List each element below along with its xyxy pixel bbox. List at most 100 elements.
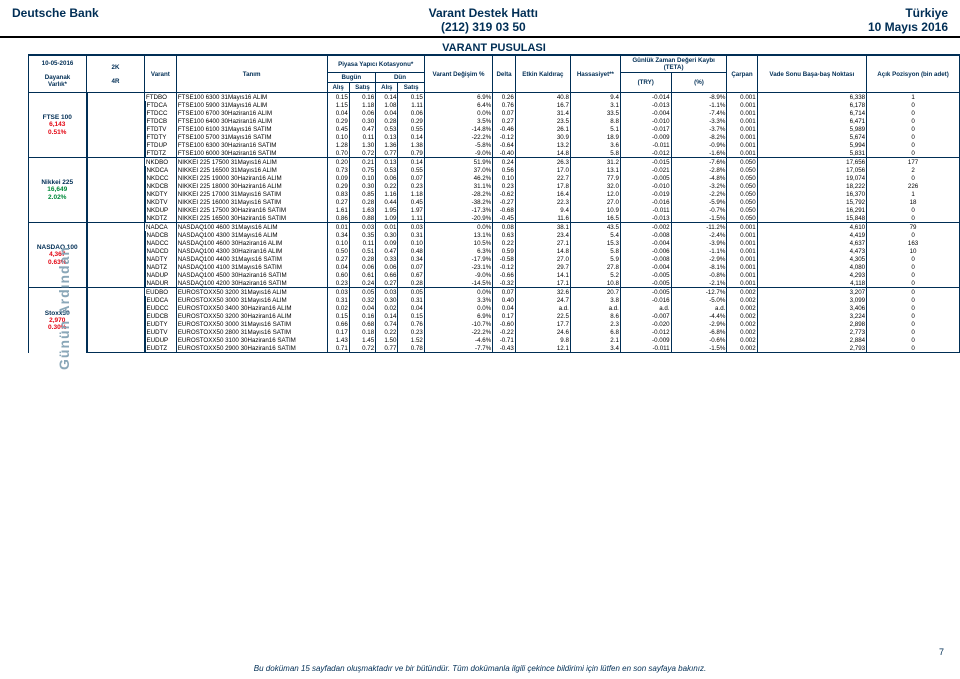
cell: 13.1 bbox=[570, 166, 620, 174]
cell: 0.14 bbox=[398, 158, 424, 167]
cell: 0.53 bbox=[376, 125, 398, 133]
cell: 4,118 bbox=[757, 279, 866, 288]
cell: -0.014 bbox=[620, 93, 671, 102]
cell: 0.002 bbox=[727, 288, 757, 297]
cell: 0.001 bbox=[727, 149, 757, 158]
cell: 0.04 bbox=[493, 304, 516, 312]
cell: FTDCC bbox=[145, 109, 177, 117]
cell: -8.1% bbox=[671, 263, 727, 271]
cell: NIKKEI 225 16500 30Haziran16 SATIM bbox=[176, 214, 327, 223]
cell: 1.38 bbox=[398, 141, 424, 149]
table-row: NADURNASDAQ100 4200 30Haziran16 SATIM0.2… bbox=[29, 279, 960, 288]
cell: 15,792 bbox=[757, 198, 866, 206]
cell: -7.7% bbox=[424, 344, 492, 353]
cell: 0.0% bbox=[424, 109, 492, 117]
table-row: EUDTYEUROSTOXX50 3000 31Mayıs16 SATIM0.6… bbox=[29, 320, 960, 328]
cell: 0.73 bbox=[327, 166, 349, 174]
cell: -0.66 bbox=[493, 271, 516, 279]
cell: 0.06 bbox=[349, 263, 375, 271]
cell: 0.45 bbox=[398, 198, 424, 206]
cell: 8.8 bbox=[570, 117, 620, 125]
table-row: NADUPNASDAQ100 4500 30Haziran16 SATIM0.6… bbox=[29, 271, 960, 279]
cell: 0.30 bbox=[376, 296, 398, 304]
cell: 0.29 bbox=[398, 117, 424, 125]
cell: 1.09 bbox=[376, 214, 398, 223]
cell: 0 bbox=[867, 109, 960, 117]
cell: -7.4% bbox=[671, 109, 727, 117]
cell: 3,224 bbox=[757, 312, 866, 320]
cell: 23.4 bbox=[515, 231, 570, 239]
cell: 0 bbox=[867, 231, 960, 239]
cell: 2.1 bbox=[570, 336, 620, 344]
table-row: FTDCCFTSE100 6700 30Haziran16 ALIM0.040.… bbox=[29, 109, 960, 117]
table-row: Nikkei 22516,6492.02%NKDBONIKKEI 225 175… bbox=[29, 158, 960, 167]
cell: 0.67 bbox=[398, 271, 424, 279]
cell: 0.17 bbox=[493, 312, 516, 320]
cell: 46.2% bbox=[424, 174, 492, 182]
cell: 0.51 bbox=[349, 247, 375, 255]
locale-date: Türkiye 10 Mayıs 2016 bbox=[868, 6, 948, 34]
cell: NADCB bbox=[145, 231, 177, 239]
table-row: NKDTVNIKKEI 225 16000 31Mayıs16 SATIM0.2… bbox=[29, 198, 960, 206]
cell: 177 bbox=[867, 158, 960, 167]
cell: 0.001 bbox=[727, 109, 757, 117]
cell: NADUR bbox=[145, 279, 177, 288]
cell: -0.012 bbox=[620, 328, 671, 336]
table-row: NADCDNASDAQ100 4300 30Haziran16 ALIM0.50… bbox=[29, 247, 960, 255]
cell: -0.004 bbox=[620, 239, 671, 247]
cell: 0.001 bbox=[727, 231, 757, 239]
cell: 0.22 bbox=[376, 182, 398, 190]
cell: 0.75 bbox=[349, 166, 375, 174]
cell: 0.20 bbox=[327, 158, 349, 167]
cell: -0.71 bbox=[493, 336, 516, 344]
cell: 6.8 bbox=[570, 328, 620, 336]
cell: 29.7 bbox=[515, 263, 570, 271]
table-row: EUDTZEUROSTOXX50 2900 30Haziran16 SATIM0… bbox=[29, 344, 960, 353]
cell: -0.006 bbox=[620, 247, 671, 255]
cell: 37.0% bbox=[424, 166, 492, 174]
cell: EUDTY bbox=[145, 320, 177, 328]
cell: 12.1 bbox=[515, 344, 570, 353]
cell: 27.0 bbox=[515, 255, 570, 263]
cell: NKDTZ bbox=[145, 214, 177, 223]
cell: EUDUP bbox=[145, 336, 177, 344]
cell: -0.020 bbox=[620, 320, 671, 328]
cell: 0.001 bbox=[727, 141, 757, 149]
cell: 15.3 bbox=[570, 239, 620, 247]
cell: 0.32 bbox=[349, 296, 375, 304]
cell: 9.8 bbox=[515, 336, 570, 344]
cell: 40.8 bbox=[515, 93, 570, 102]
cell: -0.27 bbox=[493, 198, 516, 206]
cell: 77.9 bbox=[570, 174, 620, 182]
table-row: FTDCBFTSE100 6400 30Haziran16 ALIM0.290.… bbox=[29, 117, 960, 125]
cell: 11.6 bbox=[515, 214, 570, 223]
cell: 0.001 bbox=[727, 271, 757, 279]
cell: 5,831 bbox=[757, 149, 866, 158]
table-row: NKDCANIKKEI 225 16500 31Mayıs16 ALIM0.73… bbox=[29, 166, 960, 174]
cell: NKDBO bbox=[145, 158, 177, 167]
cell: 1 bbox=[867, 190, 960, 198]
cell: -5.8% bbox=[424, 141, 492, 149]
cell: 5,994 bbox=[757, 141, 866, 149]
cell: -0.12 bbox=[493, 263, 516, 271]
cell: 3.4 bbox=[570, 344, 620, 353]
cell: -0.60 bbox=[493, 320, 516, 328]
cell: EUROSTOXX50 3100 30Haziran16 SATIM bbox=[176, 336, 327, 344]
cell: 0.01 bbox=[376, 223, 398, 232]
cell: 3.5% bbox=[424, 117, 492, 125]
cell: 0.04 bbox=[327, 109, 349, 117]
cell: 0.22 bbox=[493, 239, 516, 247]
cell: FTDTV bbox=[145, 125, 177, 133]
cell: 32.0 bbox=[570, 182, 620, 190]
cell: 0.10 bbox=[327, 133, 349, 141]
cell: 2 bbox=[867, 166, 960, 174]
cell: 0 bbox=[867, 336, 960, 344]
cell: 0.77 bbox=[376, 344, 398, 353]
cell: NKDTV bbox=[145, 198, 177, 206]
cell: 30.9 bbox=[515, 133, 570, 141]
cell: 17.8 bbox=[515, 182, 570, 190]
cell: 0.10 bbox=[398, 239, 424, 247]
cell: 0.0% bbox=[424, 223, 492, 232]
cell: 0.76 bbox=[398, 320, 424, 328]
cell: 10.5% bbox=[424, 239, 492, 247]
